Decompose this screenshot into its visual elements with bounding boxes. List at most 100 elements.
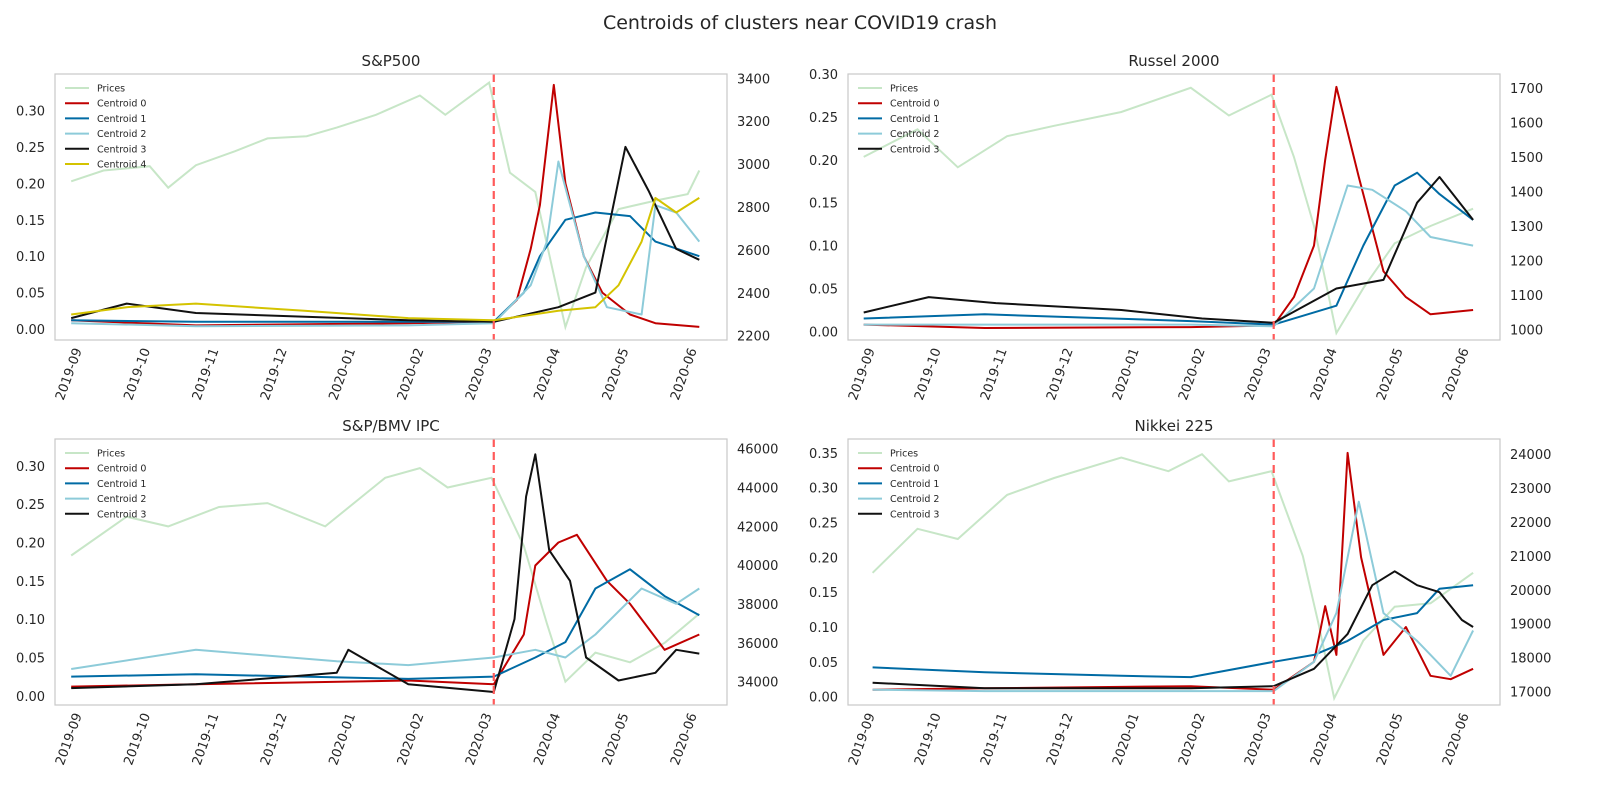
chart-4-xtick: 2020-04 xyxy=(1308,711,1341,767)
chart-3: S&P/BMV IPC 0.00 0.05 0.10 0.15 0.20 0.25 0.30 3… xyxy=(16,417,778,767)
chart-1-ytick-right: 2800 xyxy=(737,201,770,216)
chart-2-xtick: 2020-04 xyxy=(1308,346,1341,402)
chart-2-title: Russel 2000 xyxy=(1128,52,1219,70)
chart-1-legend-label: Centroid 0 xyxy=(97,99,146,110)
chart-1-ytick-right: 3400 xyxy=(737,72,770,87)
chart-2-xtick: 2020-02 xyxy=(1176,346,1209,402)
chart-3-ytick-left: 0.20 xyxy=(16,536,45,551)
chart-3-legend-label: Centroid 3 xyxy=(97,509,146,520)
chart-1-series-centroid-0 xyxy=(71,83,700,328)
chart-2-series-centroid-0 xyxy=(863,85,1474,329)
chart-1: S&P500 0.00 0.05 0.10 0.15 0.20 0.25 0.30 2200 24… xyxy=(16,52,770,402)
chart-1-xtick: 2020-06 xyxy=(668,346,701,402)
chart-2-ytick-right: 1600 xyxy=(1510,116,1543,131)
chart-3-ytick-left: 0.30 xyxy=(16,460,45,475)
chart-1-xtick: 2019-11 xyxy=(190,346,223,402)
chart-4-ytick-right: 17000 xyxy=(1510,685,1551,700)
chart-2-ytick-left: 0.15 xyxy=(809,197,838,212)
chart-3-xtick: 2019-12 xyxy=(258,711,291,767)
chart-1-ytick-left: 0.20 xyxy=(16,177,45,192)
chart-3-title: S&P/BMV IPC xyxy=(342,417,440,435)
chart-2-legend-label: Centroid 3 xyxy=(890,144,939,155)
chart-4-legend-label: Centroid 1 xyxy=(890,479,939,490)
chart-4-ytick-right: 20000 xyxy=(1510,584,1551,599)
chart-1-xtick: 2020-02 xyxy=(395,346,428,402)
chart-2-ytick-right: 1300 xyxy=(1510,220,1543,235)
chart-2-ytick-right: 1400 xyxy=(1510,185,1543,200)
chart-3-ytick-right: 38000 xyxy=(737,598,778,613)
chart-4-ytick-left: 0.25 xyxy=(809,517,838,532)
chart-1-ytick-left: 0.15 xyxy=(16,214,45,229)
chart-1-ytick-right: 2600 xyxy=(737,244,770,259)
chart-1-legend-label: Centroid 1 xyxy=(97,114,146,125)
chart-4-title: Nikkei 225 xyxy=(1134,417,1213,435)
chart-1-xtick: 2020-01 xyxy=(326,346,359,402)
chart-4-series-centroid-2 xyxy=(872,500,1474,693)
chart-4-ytick-left: 0.20 xyxy=(809,551,838,566)
chart-4-ytick-right: 19000 xyxy=(1510,618,1551,633)
chart-4-legend-label: Centroid 0 xyxy=(890,464,939,475)
chart-1-ytick-left: 0.10 xyxy=(16,250,45,265)
chart-2-xtick: 2019-11 xyxy=(978,346,1011,402)
chart-4-ytick-left: 0.10 xyxy=(809,621,838,636)
chart-1-ytick-right: 3000 xyxy=(737,158,770,173)
chart-1-series-centroid-4 xyxy=(71,196,700,322)
chart-3-ytick-right: 36000 xyxy=(737,637,778,652)
chart-4-frame xyxy=(847,438,1501,706)
chart-1-series-centroid-3 xyxy=(70,145,700,323)
chart-4-plot-area xyxy=(871,439,1474,705)
chart-1-xtick: 2020-05 xyxy=(600,346,633,402)
chart-3-xtick: 2020-04 xyxy=(531,711,564,767)
chart-4-xtick: 2020-03 xyxy=(1242,711,1275,767)
chart-1-xtick: 2019-10 xyxy=(121,346,154,402)
chart-4-ytick-right: 21000 xyxy=(1510,550,1551,565)
chart-3-xtick: 2019-10 xyxy=(121,711,154,767)
chart-3-ytick-left: 0.10 xyxy=(16,613,45,628)
chart-3-legend-label: Prices xyxy=(97,449,125,460)
chart-1-ytick-right: 2400 xyxy=(737,287,770,302)
chart-2-frame xyxy=(847,73,1501,341)
chart-3-ytick-left: 0.05 xyxy=(16,651,45,666)
chart-4-ytick-left: 0.15 xyxy=(809,586,838,601)
chart-2-plot-area xyxy=(863,74,1474,340)
chart-2-legend-label: Centroid 2 xyxy=(890,129,939,140)
chart-1-ytick-left: 0.30 xyxy=(16,104,45,119)
chart-2-series-centroid-3 xyxy=(863,176,1474,324)
chart-3-plot-area xyxy=(70,439,700,705)
chart-3-legend-label: Centroid 0 xyxy=(97,464,146,475)
chart-3-xtick: 2019-09 xyxy=(53,711,86,767)
chart-1-series-prices xyxy=(70,80,701,331)
chart-1-xtick: 2019-12 xyxy=(258,346,291,402)
chart-2-xtick: 2019-09 xyxy=(846,346,879,402)
chart-4-ytick-right: 22000 xyxy=(1510,516,1551,531)
chart-2-xtick: 2020-06 xyxy=(1440,346,1473,402)
chart-2-ytick-right: 1200 xyxy=(1510,255,1543,270)
chart-1-legend-label: Prices xyxy=(97,84,125,95)
chart-4-ytick-left: 0.30 xyxy=(809,482,838,497)
chart-3-ytick-right: 42000 xyxy=(737,520,778,535)
chart-3-legend-label: Centroid 1 xyxy=(97,479,146,490)
chart-3-series-centroid-3 xyxy=(71,453,700,693)
chart-1-frame xyxy=(54,73,728,341)
chart-1-ytick-left: 0.00 xyxy=(16,323,45,338)
chart-4-legend-label: Centroid 2 xyxy=(890,494,939,505)
chart-2-ytick-left: 0.05 xyxy=(809,283,838,298)
chart-4-xtick: 2020-02 xyxy=(1176,711,1209,767)
chart-4-series-centroid-0 xyxy=(872,451,1474,691)
chart-3-xtick: 2020-01 xyxy=(326,711,359,767)
chart-3-ytick-left: 0.15 xyxy=(16,575,45,590)
chart-1-ytick-right: 3200 xyxy=(737,115,770,130)
chart-3-series-prices xyxy=(70,467,700,684)
chart-3-series-centroid-2 xyxy=(71,587,700,670)
chart-4-series-centroid-3 xyxy=(872,570,1474,690)
chart-4-series-prices xyxy=(871,452,1474,702)
chart-3-ytick-right: 40000 xyxy=(737,559,778,574)
chart-2-ytick-left: 0.25 xyxy=(809,111,838,126)
chart-1-legend-label: Centroid 3 xyxy=(97,144,146,155)
chart-3-ytick-left: 0.25 xyxy=(16,498,45,513)
chart-2-xtick: 2020-03 xyxy=(1242,346,1275,402)
chart-3-ytick-right: 34000 xyxy=(737,676,778,691)
chart-3-xtick: 2020-05 xyxy=(600,711,633,767)
chart-1-title: S&P500 xyxy=(362,52,421,70)
chart-2-xtick: 2019-12 xyxy=(1044,346,1077,402)
